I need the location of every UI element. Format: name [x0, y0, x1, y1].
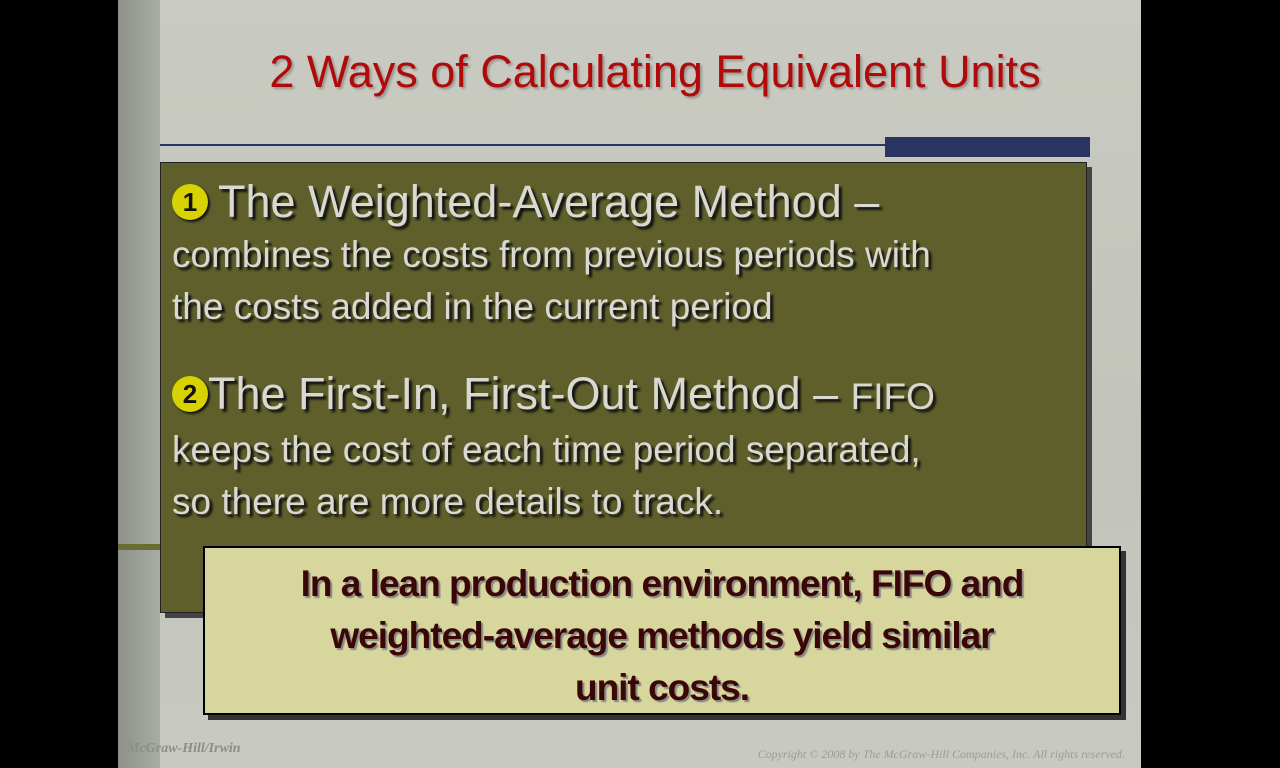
copyright-footer: Copyright © 2008 by The McGraw-Hill Comp… — [757, 747, 1125, 761]
note-text: In a lean production environment, FIFO a… — [205, 558, 1119, 714]
number-2-icon: 2 — [172, 376, 208, 412]
method-body-line: the costs added in the current period — [172, 286, 773, 327]
method-heading: The First-In, First-Out Method – — [208, 368, 851, 419]
note-line: unit costs. — [574, 667, 750, 708]
note-line: weighted-average methods yield similar — [330, 615, 994, 656]
slide-title: 2 Ways of Calculating Equivalent Units — [269, 46, 1041, 97]
content-box: 1 The Weighted-Average Method – combines … — [160, 162, 1087, 613]
number-1-icon: 1 — [172, 184, 208, 220]
note-line: In a lean production environment, FIFO a… — [300, 563, 1025, 604]
method-heading: The Weighted-Average Method – — [218, 176, 880, 227]
title-divider — [160, 144, 886, 146]
note-box: In a lean production environment, FIFO a… — [203, 546, 1121, 715]
publisher-footer: McGraw-Hill/Irwin — [127, 741, 241, 756]
method-body-line: so there are more details to track. — [172, 481, 724, 522]
method-weighted-average: 1 The Weighted-Average Method – combines … — [172, 175, 931, 333]
accent-bar — [885, 137, 1090, 157]
method-body-line: combines the costs from previous periods… — [172, 234, 931, 275]
decorative-band — [118, 544, 160, 550]
left-strip — [118, 0, 160, 768]
method-fifo: 2 The First-In, First-Out Method – FIFO k… — [172, 367, 935, 528]
method-heading-suffix: FIFO — [850, 376, 935, 417]
method-body-line: keeps the cost of each time period separ… — [172, 429, 921, 470]
